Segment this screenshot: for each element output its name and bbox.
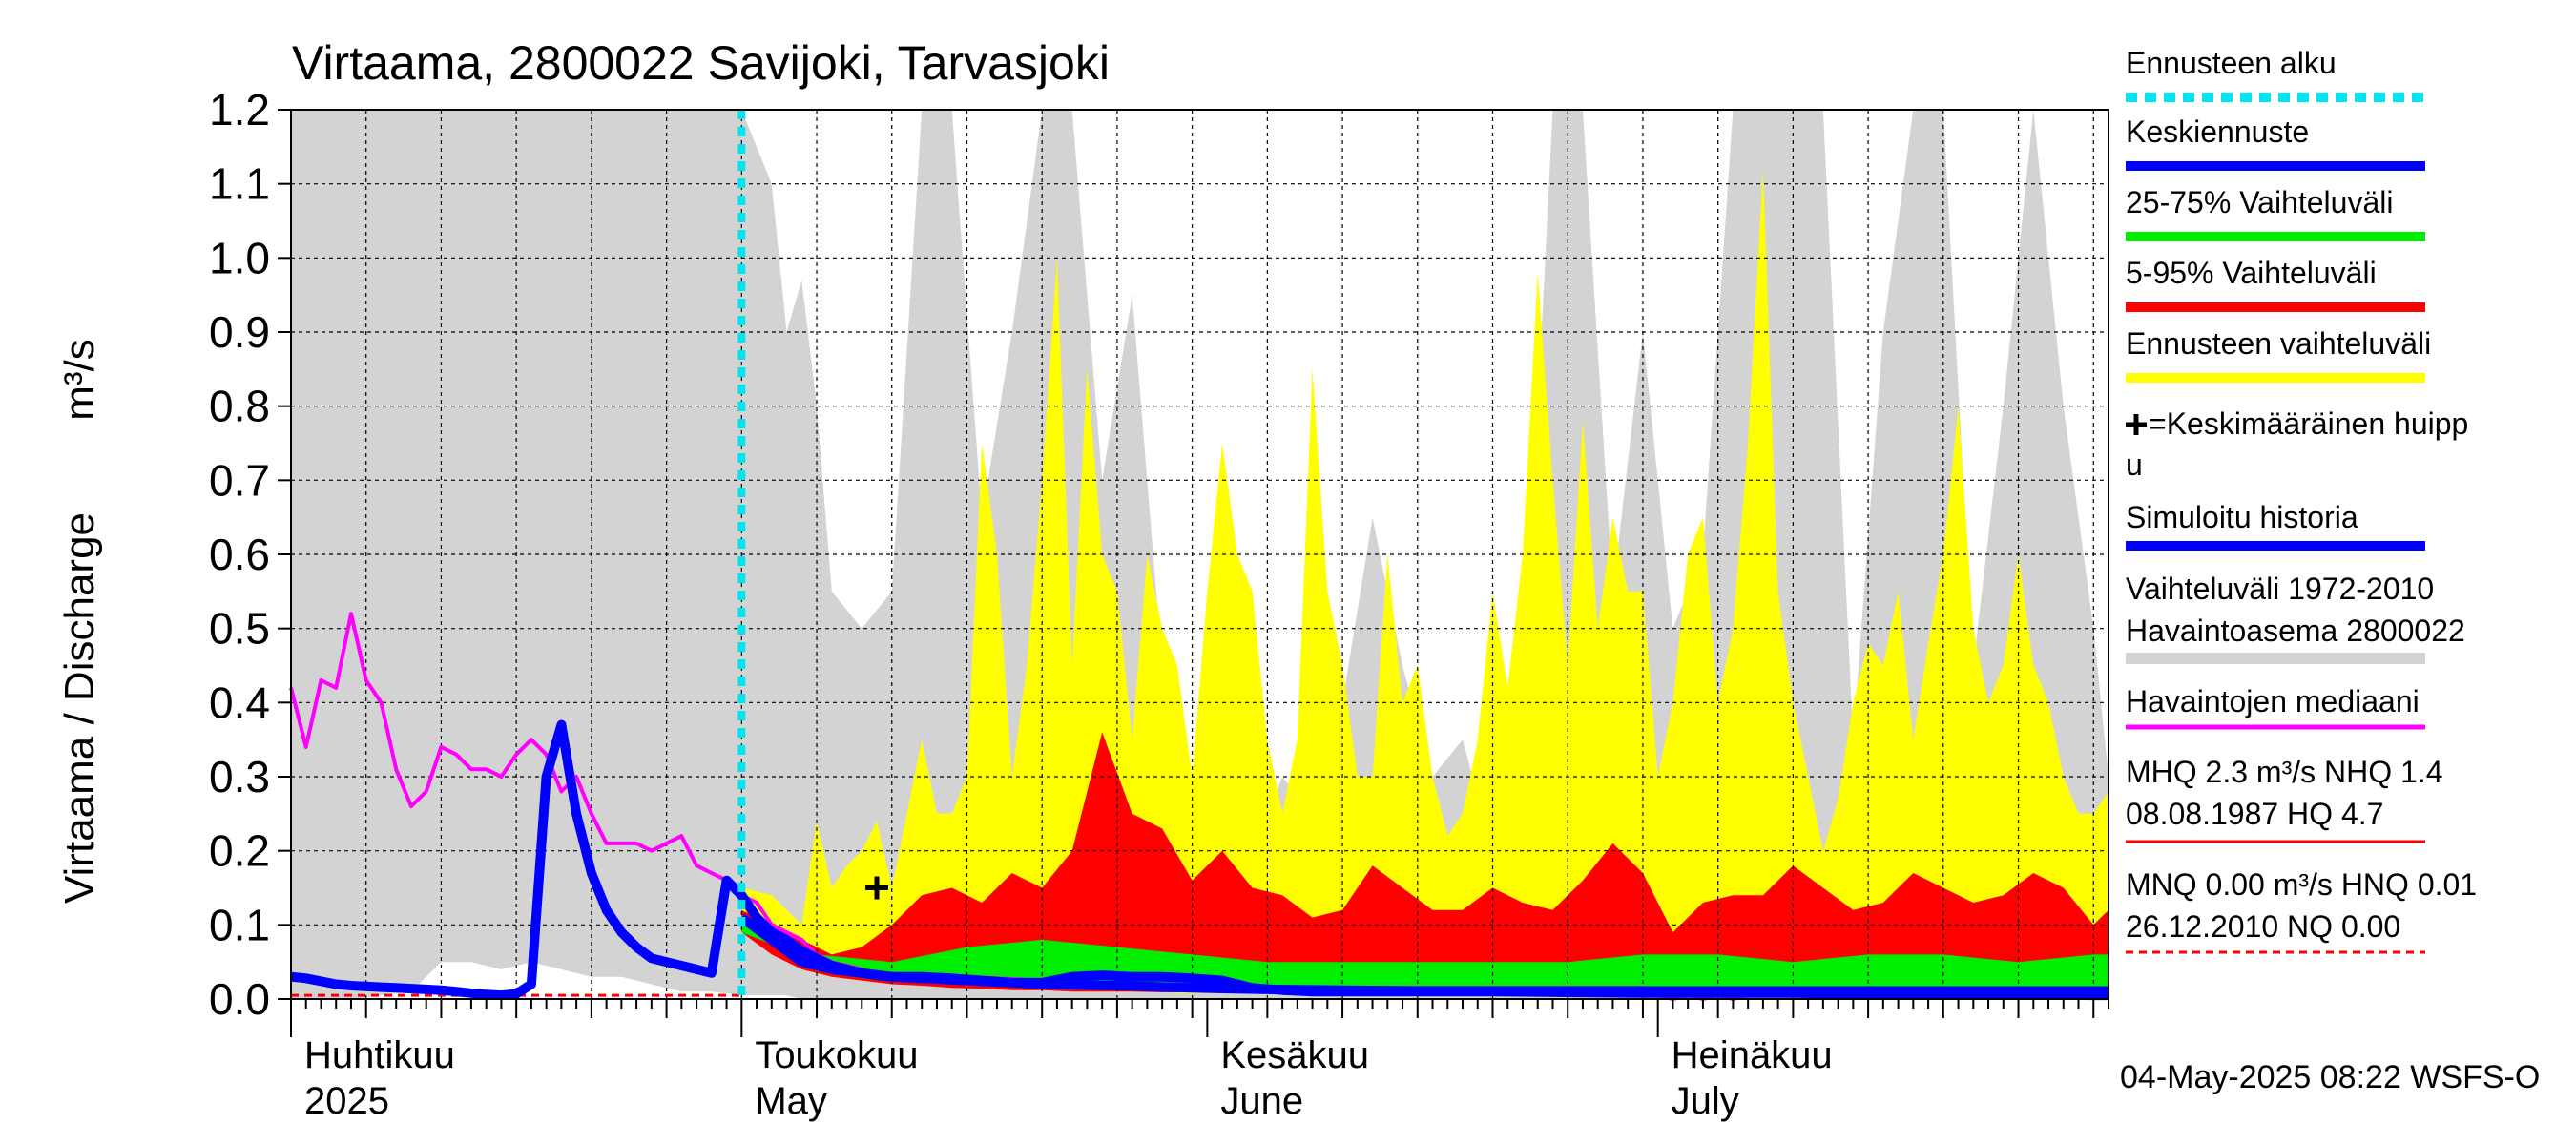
legend-label-4: Ennusteen vaihteluväli xyxy=(2126,326,2431,361)
month-label-fi-0: Huhtikuu xyxy=(304,1034,455,1076)
legend-peak-label-2: u xyxy=(2126,448,2143,482)
month-label-en-1: May xyxy=(755,1080,827,1122)
legend-mnq-line1: MNQ 0.00 m³/s HNQ 0.01 xyxy=(2126,867,2477,902)
legend-mhq-line2: 08.08.1987 HQ 4.7 xyxy=(2126,797,2383,831)
month-label-en-3: July xyxy=(1672,1080,1739,1122)
band-2 xyxy=(741,732,2109,992)
y-tick-label-3: 0.3 xyxy=(209,752,270,802)
lines-layer xyxy=(289,110,2109,1001)
legend-range-label-1: Vaihteluväli 1972-2010 xyxy=(2126,572,2434,606)
y-tick-label-8: 0.8 xyxy=(209,382,270,431)
y-tick-label-5: 0.5 xyxy=(209,604,270,654)
legend: Ennusteen alku Keskiennuste 25-75% Vaihtel… xyxy=(2126,46,2477,954)
legend-sim-label: Simuloitu historia xyxy=(2126,500,2358,534)
y-tick-labels: 0.0 0.1 0.2 0.3 0.4 0.5 0.6 0.7 0.8 0.9 1.0 1.1 1.2 xyxy=(209,85,291,1024)
y-axis-label-group: Virtaama / Discharge m³/s xyxy=(56,339,103,904)
legend-mhq-line1: MHQ 2.3 m³/s NHQ 1.4 xyxy=(2126,755,2443,789)
legend-median-label: Havaintojen mediaani xyxy=(2126,684,2420,718)
y-tick-label-1: 0.1 xyxy=(209,900,270,949)
legend-label-3: 5-95% Vaihteluväli xyxy=(2126,256,2377,290)
y-axis-label: Virtaama / Discharge xyxy=(56,512,103,904)
y-tick-label-10: 1.0 xyxy=(209,233,270,282)
month-label-en-2: June xyxy=(1220,1080,1303,1122)
legend-label-0: Ennusteen alku xyxy=(2126,46,2337,80)
chart-title: Virtaama, 2800022 Savijoki, Tarvasjoki xyxy=(292,36,1110,90)
y-axis-unit: m³/s xyxy=(56,339,103,421)
y-tick-label-9: 0.9 xyxy=(209,307,270,357)
y-tick-label-0: 0.0 xyxy=(209,974,270,1024)
footer-timestamp: 04-May-2025 08:22 WSFS-O xyxy=(2120,1059,2540,1095)
band-1 xyxy=(741,169,2109,993)
month-label-en-0: 2025 xyxy=(304,1080,389,1122)
bands-layer xyxy=(291,110,2109,999)
y-tick-label-11: 1.1 xyxy=(209,159,270,209)
y-tick-label-12: 1.2 xyxy=(209,85,270,135)
legend-label-2: 25-75% Vaihteluväli xyxy=(2126,185,2393,219)
month-label-fi-2: Kesäkuu xyxy=(1220,1034,1369,1076)
month-label-fi-1: Toukokuu xyxy=(755,1034,918,1076)
series-line-2 xyxy=(738,913,2109,996)
legend-peak-label-1: =Keskimääräinen huipp xyxy=(2149,406,2468,441)
legend-mnq-line2: 26.12.2010 NQ 0.00 xyxy=(2126,909,2400,944)
y-tick-label-2: 0.2 xyxy=(209,826,270,876)
grid-layer xyxy=(291,110,2109,999)
legend-range-label-2: Havaintoasema 2800022 xyxy=(2126,614,2465,648)
legend-label-1: Keskiennuste xyxy=(2126,114,2309,149)
y-tick-label-6: 0.6 xyxy=(209,530,270,579)
month-label-fi-3: Heinäkuu xyxy=(1672,1034,1833,1076)
y-tick-label-7: 0.7 xyxy=(209,455,270,505)
y-tick-label-4: 0.4 xyxy=(209,677,270,727)
